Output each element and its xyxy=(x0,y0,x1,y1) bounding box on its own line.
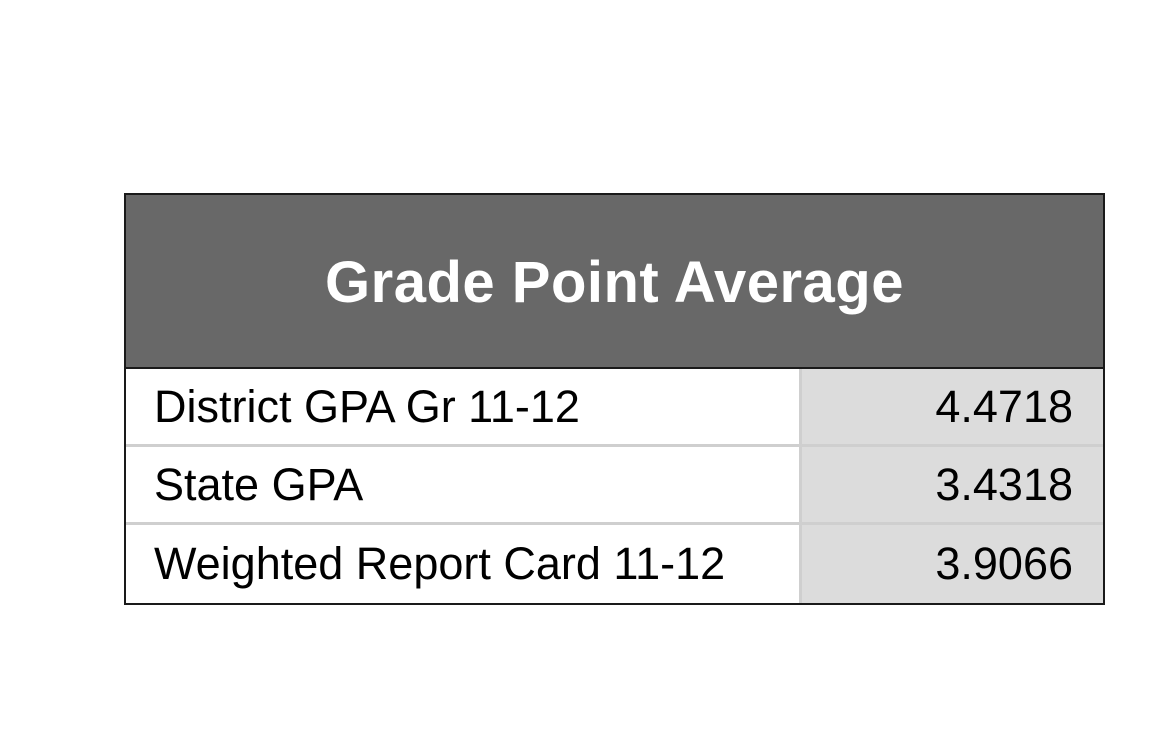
gpa-table: Grade Point Average District GPA Gr 11-1… xyxy=(124,193,1105,605)
row-value: 4.4718 xyxy=(802,369,1103,444)
row-label: District GPA Gr 11-12 xyxy=(126,369,802,444)
table-row-district-gpa: District GPA Gr 11-12 4.4718 xyxy=(126,369,1103,447)
gpa-table-title: Grade Point Average xyxy=(325,249,904,315)
row-label: Weighted Report Card 11-12 xyxy=(126,525,802,603)
table-row-state-gpa: State GPA 3.4318 xyxy=(126,447,1103,525)
row-value: 3.9066 xyxy=(802,525,1103,603)
gpa-table-header: Grade Point Average xyxy=(126,195,1103,369)
row-value: 3.4318 xyxy=(802,447,1103,522)
table-row-weighted-report-card: Weighted Report Card 11-12 3.9066 xyxy=(126,525,1103,603)
row-label: State GPA xyxy=(126,447,802,522)
